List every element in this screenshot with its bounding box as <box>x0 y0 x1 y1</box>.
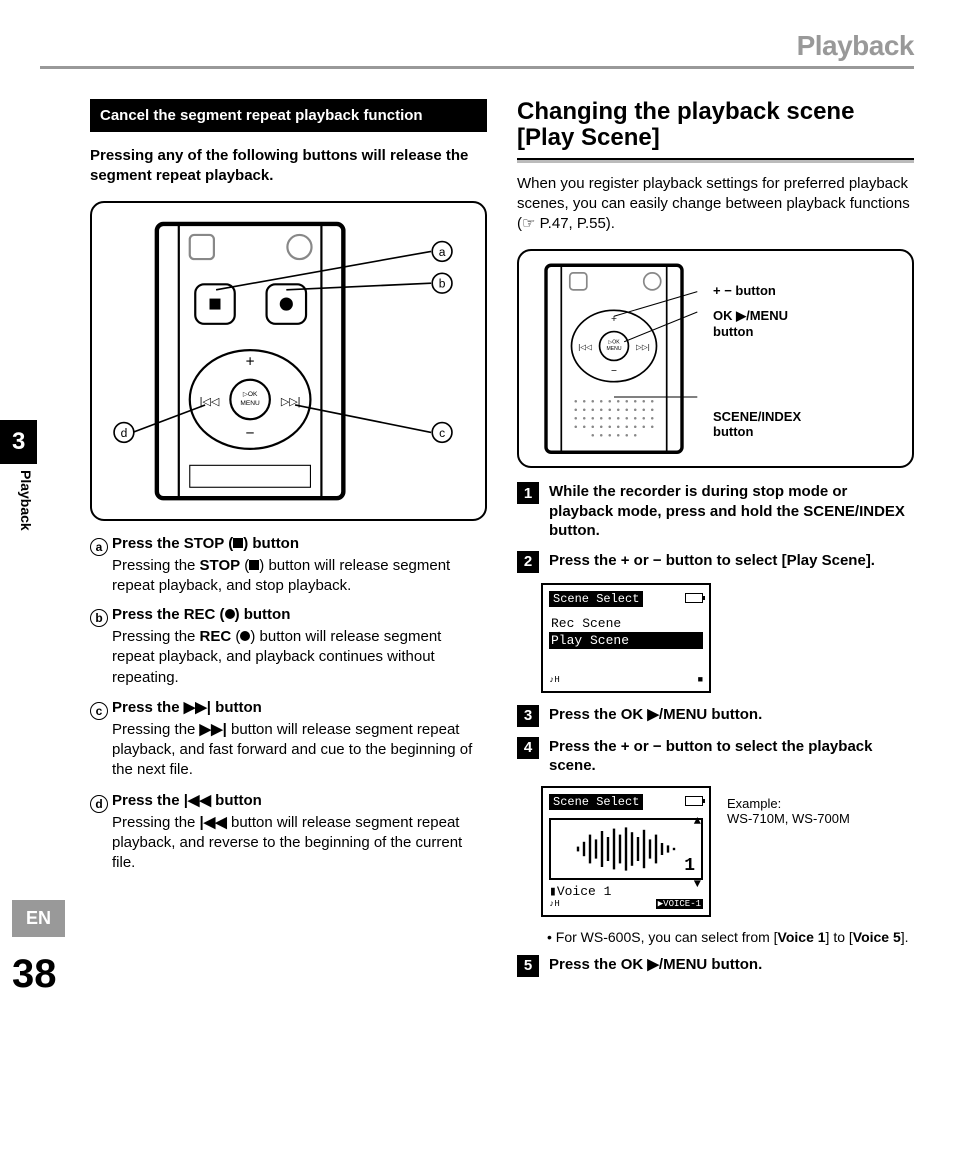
circle-d: d <box>90 795 108 813</box>
device-svg-right: ▷OK MENU + − |◁◁ ▷▷| <box>529 261 699 457</box>
step-1: 1 While the recorder is during stop mode… <box>517 482 914 541</box>
right-heading: Changing the playback scene [Play Scene] <box>517 99 914 160</box>
right-device-diagram: ▷OK MENU + − |◁◁ ▷▷| <box>517 249 914 469</box>
waveform-icon <box>566 825 686 873</box>
chapter-label: Playback <box>18 470 34 531</box>
battery-icon <box>685 796 703 806</box>
callout-plus-minus: + − button <box>713 283 801 298</box>
svg-text:▷OK: ▷OK <box>243 391 258 398</box>
lang-badge: EN <box>12 900 65 937</box>
svg-text:c: c <box>439 425 445 439</box>
item-b: bPress the REC () button Pressing the RE… <box>90 606 487 688</box>
circle-a: a <box>90 538 108 556</box>
chapter-tab: 3 <box>0 420 37 464</box>
left-intro: Pressing any of the following buttons wi… <box>90 146 487 187</box>
svg-text:+: + <box>246 353 255 370</box>
left-device-diagram: ▷OK MENU + − |◁◁ ▷▷| a <box>90 201 487 521</box>
page-header: Playback <box>40 30 914 69</box>
svg-text:|◁◁: |◁◁ <box>578 342 593 351</box>
step-3: 3 Press the OK ▶/MENU button. <box>517 705 914 727</box>
item-d: dPress the |◀◀ button Pressing the |◀◀ b… <box>90 791 487 874</box>
svg-text:d: d <box>121 425 128 439</box>
circle-c: c <box>90 702 108 720</box>
step-2: 2 Press the + or − button to select [Pla… <box>517 551 914 573</box>
cancel-heading: Cancel the segment repeat playback funct… <box>90 99 487 132</box>
callout-scene-l2: button <box>713 424 801 439</box>
page-number: 38 <box>12 952 57 997</box>
arrow-down-icon: ▼ <box>694 877 701 891</box>
rec-icon <box>240 631 250 641</box>
header-title: Playback <box>40 30 914 62</box>
note-ws600s: • For WS-600S, you can select from [Voic… <box>517 929 914 945</box>
step-4: 4 Press the + or − button to select the … <box>517 737 914 776</box>
svg-text:▷▷|: ▷▷| <box>636 342 650 351</box>
step-5: 5 Press the OK ▶/MENU button. <box>517 955 914 977</box>
svg-text:a: a <box>439 244 446 258</box>
lcd-scene-select: Scene Select Rec Scene Play Scene ♪H■ <box>541 583 711 693</box>
item-c: cPress the ▶▶| button Pressing the ▶▶| b… <box>90 698 487 781</box>
callout-ok-menu-l1: OK ▶/MENU <box>713 308 801 324</box>
svg-text:b: b <box>439 276 446 290</box>
example-text: Example: WS-710M, WS-700M <box>727 796 850 826</box>
svg-text:−: − <box>246 424 255 441</box>
svg-text:▷OK: ▷OK <box>608 339 620 345</box>
svg-text:MENU: MENU <box>607 346 622 352</box>
battery-icon <box>685 593 703 603</box>
callout-ok-menu-l2: button <box>713 324 801 339</box>
callout-scene-l1: SCENE/INDEX <box>713 409 801 424</box>
item-a: aPress the STOP () button Pressing the S… <box>90 535 487 597</box>
lcd-voice: Scene Select ▲ 1 ▼ ▮Voice 1 ♪H▶VOICE-1 <box>541 786 711 917</box>
svg-text:−: − <box>611 366 617 377</box>
rec-icon <box>225 609 235 619</box>
circle-b: b <box>90 609 108 627</box>
device-svg: ▷OK MENU + − |◁◁ ▷▷| a <box>102 213 475 509</box>
stop-icon <box>249 560 259 570</box>
right-intro: When you register playback settings for … <box>517 174 914 235</box>
stop-icon <box>233 538 243 548</box>
svg-text:MENU: MENU <box>240 399 260 406</box>
